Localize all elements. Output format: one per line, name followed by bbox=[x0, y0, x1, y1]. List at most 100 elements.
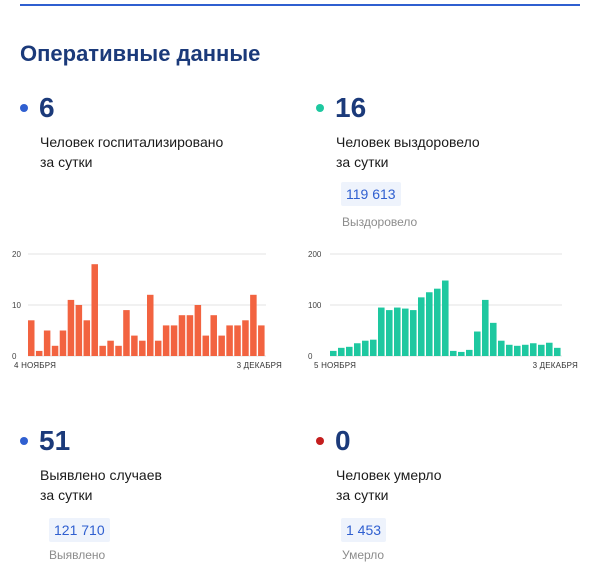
hospitalized-bar bbox=[155, 341, 162, 356]
hospitalized-bar bbox=[179, 315, 186, 356]
recovered-bar bbox=[338, 348, 345, 356]
recovered-chart: 0 100 200 5 НОЯБРЯ 3 ДЕКАБРЯ bbox=[304, 248, 582, 376]
recovered-total: 119 613 bbox=[341, 182, 401, 206]
hospitalized-bar bbox=[242, 320, 249, 356]
recovered-desc-line2: за сутки bbox=[336, 152, 576, 172]
recovered-total-label: Выздоровело bbox=[342, 215, 417, 229]
recovered-bar bbox=[402, 309, 409, 356]
recovered-bar bbox=[474, 332, 481, 356]
cases-desc-line2: за сутки bbox=[40, 485, 280, 505]
cases-total-label: Выявлено bbox=[49, 548, 105, 562]
recovered-bar bbox=[498, 341, 505, 356]
hospitalized-chart-end-label: 3 ДЕКАБРЯ bbox=[237, 361, 282, 370]
recovered-bar bbox=[538, 345, 545, 356]
recovered-bar bbox=[362, 341, 369, 356]
recovered-ytick-label: 0 bbox=[308, 352, 313, 360]
recovered-ytick-label: 200 bbox=[308, 250, 322, 259]
recovered-bar bbox=[514, 346, 521, 356]
hospitalized-bar bbox=[52, 346, 59, 356]
recovered-bar bbox=[490, 323, 497, 356]
hospitalized-bar bbox=[139, 341, 146, 356]
hospitalized-bar bbox=[84, 320, 91, 356]
recovered-chart-end-label: 3 ДЕКАБРЯ bbox=[533, 361, 578, 370]
deaths-desc-line1: Человек умерло bbox=[336, 465, 576, 485]
recovered-desc-line1: Человек выздоровело bbox=[336, 132, 576, 152]
recovered-value: 16 bbox=[335, 92, 366, 124]
hospitalized-bar bbox=[131, 336, 138, 356]
hospitalized-chart: 0 10 20 4 НОЯБРЯ 3 ДЕКАБРЯ bbox=[8, 248, 280, 376]
hospitalized-bar bbox=[226, 325, 233, 356]
recovered-bar bbox=[330, 351, 337, 356]
recovered-description: Человек выздоровело за сутки bbox=[336, 132, 576, 172]
hospitalized-bar bbox=[44, 331, 51, 357]
cases-total: 121 710 bbox=[49, 518, 110, 542]
hospitalized-bar bbox=[107, 341, 114, 356]
recovered-bar bbox=[394, 308, 401, 356]
hospitalized-value: 6 bbox=[39, 92, 55, 124]
recovered-chart-start-label: 5 НОЯБРЯ bbox=[314, 361, 356, 370]
recovered-bar bbox=[418, 297, 425, 356]
cases-value: 51 bbox=[39, 425, 70, 457]
recovered-bar bbox=[346, 347, 353, 356]
hospitalized-bar bbox=[163, 325, 170, 356]
hospitalized-desc-line2: за сутки bbox=[40, 152, 280, 172]
top-divider bbox=[20, 4, 580, 6]
hospitalized-ytick-label: 20 bbox=[12, 250, 21, 259]
hospitalized-bar bbox=[115, 346, 122, 356]
recovered-bar bbox=[466, 350, 473, 356]
recovered-bar bbox=[378, 308, 385, 356]
recovered-bar bbox=[354, 343, 361, 356]
hospitalized-bar bbox=[123, 310, 130, 356]
recovered-bar bbox=[434, 289, 441, 356]
hospitalized-dot bbox=[20, 104, 28, 112]
cases-desc-line1: Выявлено случаев bbox=[40, 465, 280, 485]
recovered-bar bbox=[410, 310, 417, 356]
hospitalized-bar bbox=[195, 305, 202, 356]
cases-dot bbox=[20, 437, 28, 445]
recovered-bar bbox=[386, 310, 393, 356]
deaths-value: 0 bbox=[335, 425, 351, 457]
cases-card: 51 Выявлено случаев за сутки 121 710 Выя… bbox=[20, 425, 300, 575]
hospitalized-bar bbox=[91, 264, 98, 356]
hospitalized-bar bbox=[203, 336, 210, 356]
recovered-dot bbox=[316, 104, 324, 112]
recovered-bar bbox=[546, 343, 553, 356]
recovered-ytick-label: 100 bbox=[308, 301, 322, 310]
hospitalized-bar bbox=[234, 325, 241, 356]
hospitalized-ytick-label: 0 bbox=[12, 352, 17, 360]
hospitalized-chart-svg: 0 10 20 bbox=[8, 248, 280, 360]
recovered-bar bbox=[554, 348, 561, 356]
deaths-description: Человек умерло за сутки bbox=[336, 465, 576, 505]
hospitalized-ytick-label: 10 bbox=[12, 301, 21, 310]
hospitalized-bar bbox=[250, 295, 257, 356]
hospitalized-desc-line1: Человек госпитализировано bbox=[40, 132, 280, 152]
hospitalized-bar bbox=[171, 325, 178, 356]
hospitalized-bar bbox=[218, 336, 225, 356]
hospitalized-bar bbox=[68, 300, 75, 356]
recovered-bar bbox=[370, 340, 377, 356]
hospitalized-bar bbox=[60, 331, 67, 357]
recovered-bar bbox=[442, 281, 449, 356]
deaths-total-label: Умерло bbox=[342, 548, 384, 562]
page-title: Оперативные данные bbox=[20, 41, 260, 67]
recovered-bar bbox=[458, 352, 465, 356]
hospitalized-bar bbox=[76, 305, 83, 356]
hospitalized-bar bbox=[210, 315, 217, 356]
hospitalized-bar bbox=[28, 320, 35, 356]
hospitalized-bar bbox=[147, 295, 154, 356]
recovered-bar bbox=[450, 351, 457, 356]
deaths-dot bbox=[316, 437, 324, 445]
hospitalized-bar bbox=[187, 315, 194, 356]
recovered-chart-svg: 0 100 200 bbox=[304, 248, 582, 360]
recovered-bar bbox=[482, 300, 489, 356]
hospitalized-bar bbox=[36, 351, 43, 356]
hospitalized-bar bbox=[99, 346, 106, 356]
deaths-desc-line2: за сутки bbox=[336, 485, 576, 505]
hospitalized-description: Человек госпитализировано за сутки bbox=[40, 132, 280, 172]
deaths-card: 0 Человек умерло за сутки 1 453 Умерло bbox=[316, 425, 596, 575]
recovered-bar bbox=[506, 345, 513, 356]
hospitalized-chart-start-label: 4 НОЯБРЯ bbox=[14, 361, 56, 370]
recovered-bar bbox=[522, 345, 529, 356]
cases-description: Выявлено случаев за сутки bbox=[40, 465, 280, 505]
recovered-bar bbox=[426, 292, 433, 356]
